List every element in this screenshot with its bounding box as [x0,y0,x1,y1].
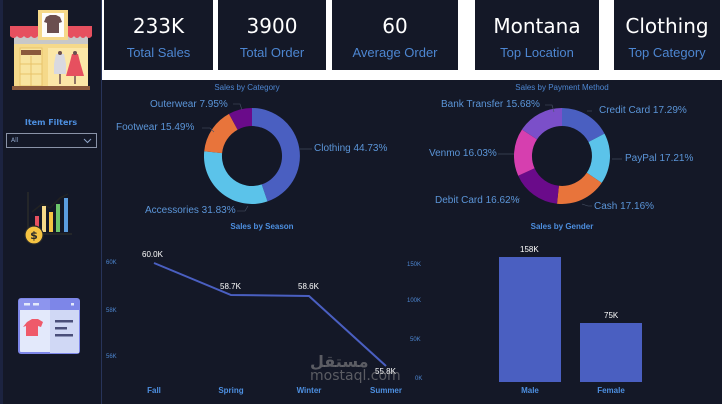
kpi-band: 233K Total Sales 3900 Total Order 60 Ave… [102,0,722,80]
season-x-label: Fall [147,386,161,395]
kpi-total-order: 3900 Total Order [218,0,326,70]
kpi-value: 60 [382,14,408,38]
gender-bar-male[interactable] [499,257,561,382]
kpi-top-category: Clothing Top Category [614,0,720,70]
kpi-label: Total Order [239,45,305,60]
payment-label-bank-transfer: Bank Transfer 15.68% [441,99,540,110]
payment-label-venmo: Venmo 16.03% [429,148,497,159]
catalog-icon[interactable] [18,298,80,354]
kpi-label: Average Order [352,45,438,60]
category-slice-outerwear [229,108,252,130]
season-data-label: 58.7K [220,282,241,291]
kpi-label: Top Location [500,45,574,60]
season-chart-title: Sales by Season [230,222,294,231]
payment-slice-paypal [586,133,610,183]
gender-data-label: 75K [604,311,619,320]
charts-area: Sales by Category Outerwear 7.95% Footwe… [102,80,722,404]
payment-label-paypal: PayPal 17.21% [625,153,694,164]
category-label-accessories: Accessories 31.83% [145,205,236,216]
kpi-value: Clothing [625,14,709,38]
gender-x-label: Female [597,386,625,395]
watermark-arabic: مستقل [310,352,369,371]
payment-chart-title: Sales by Payment Method [515,83,609,92]
sidebar-edge [0,0,3,404]
gender-data-label: 158K [520,245,539,254]
season-x-label: Summer [369,386,402,395]
item-filters-label: Item Filters [24,118,78,127]
season-data-label: 55.8K [375,367,396,376]
sales-chart-icon[interactable]: $ [22,190,74,246]
category-donut-chart[interactable] [204,108,300,204]
category-slice-accessories [204,151,268,204]
payment-slice-debit-card [518,168,559,204]
category-leader-lines [202,103,312,212]
payment-slice-cash [557,172,602,204]
gender-chart-title: Sales by Gender [530,222,594,231]
kpi-total-sales: 233K Total Sales [104,0,213,70]
gender-y-tick: 100K [407,298,422,304]
gender-y-tick: 0K [415,376,423,382]
chevron-down-icon [83,138,92,144]
store-icon [8,6,94,92]
category-slice-footwear [204,113,238,154]
category-label-outerwear: Outerwear 7.95% [150,99,228,110]
kpi-value: 233K [132,14,185,38]
kpi-value: Montana [493,14,581,38]
kpi-top-location: Montana Top Location [475,0,599,70]
kpi-average-order: 60 Average Order [332,0,458,70]
watermark: مستقل mostaql.com [310,352,401,384]
payment-leader-lines [498,104,622,207]
category-label-footwear: Footwear 15.49% [116,122,195,133]
kpi-value: 3900 [246,14,298,38]
season-data-label: 60.0K [142,250,163,259]
category-label-clothing: Clothing 44.73% [314,143,388,154]
payment-label-credit-card: Credit Card 17.29% [599,105,687,116]
season-y-tick: 58K [106,308,117,314]
payment-slice-venmo [514,129,537,176]
watermark-latin: mostaql.com [310,368,401,384]
gender-y-tick: 150K [407,262,422,268]
season-line-series [153,262,387,367]
payment-label-debit-card: Debit Card 16.62% [435,195,520,206]
season-x-label: Spring [218,386,244,395]
season-data-label: 58.6K [298,282,319,291]
gender-y-tick: 50K [410,337,421,343]
season-line-chart[interactable] [102,240,412,390]
payment-donut-chart[interactable] [514,108,610,204]
item-filter-dropdown[interactable]: All [6,133,97,148]
gender-x-label: Male [521,386,539,395]
filter-selected-value: All [11,137,19,144]
payment-label-cash: Cash 17.16% [594,201,655,212]
season-x-label: Winter [296,386,322,395]
season-y-tick: 56K [106,354,117,360]
svg-text:$: $ [30,229,38,242]
kpi-label: Top Category [628,45,706,60]
season-y-tick: 60K [106,260,117,266]
gender-bar-female[interactable] [580,323,642,382]
payment-slice-credit-card [562,108,605,142]
category-slice-clothing [252,108,300,202]
payment-slice-bank-transfer [522,108,562,140]
sidebar: Item Filters All $ [0,0,102,404]
kpi-label: Total Sales [126,45,191,60]
category-chart-title: Sales by Category [214,83,280,92]
